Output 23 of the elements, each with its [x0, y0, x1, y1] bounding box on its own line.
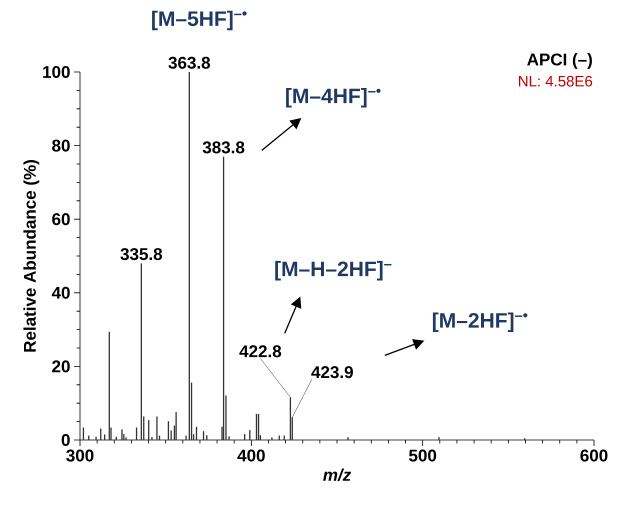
y-tick-label: 20 [52, 360, 70, 372]
x-tick-label: 400 [237, 450, 265, 462]
annotation: 422.8 [239, 345, 282, 358]
y-tick-label: 80 [52, 140, 70, 152]
x-axis-title: m/z [323, 468, 352, 482]
annotation: 383.8 [202, 141, 244, 154]
annotation: [M–4HF]$^{–•}$ [286, 88, 381, 108]
annotation: [M–2HF]$^{–•}$ [432, 312, 528, 332]
x-tick-label: 600 [580, 450, 608, 462]
x-tick-label: 500 [409, 450, 436, 462]
annotation: 423.9 [311, 366, 353, 378]
y-tick-label: 40 [52, 286, 70, 299]
y-tick-label: 100 [43, 66, 70, 78]
y-tick-label: 0 [62, 434, 70, 446]
x-tick-label: 300 [66, 450, 94, 462]
y-axis-title: Relative Abundance (%) [23, 160, 40, 352]
y-tick-label: 60 [52, 213, 70, 226]
annotation: [M–H–2HF]$^{–}$ [275, 260, 392, 281]
annotation: 335.8 [120, 248, 162, 260]
annotation: 363.8 [168, 56, 210, 69]
text: APCI (–) [527, 53, 592, 69]
annotation: NL: 4.58E6 [518, 76, 592, 86]
text: [M–5HF]$^{–•}$ [152, 10, 247, 30]
